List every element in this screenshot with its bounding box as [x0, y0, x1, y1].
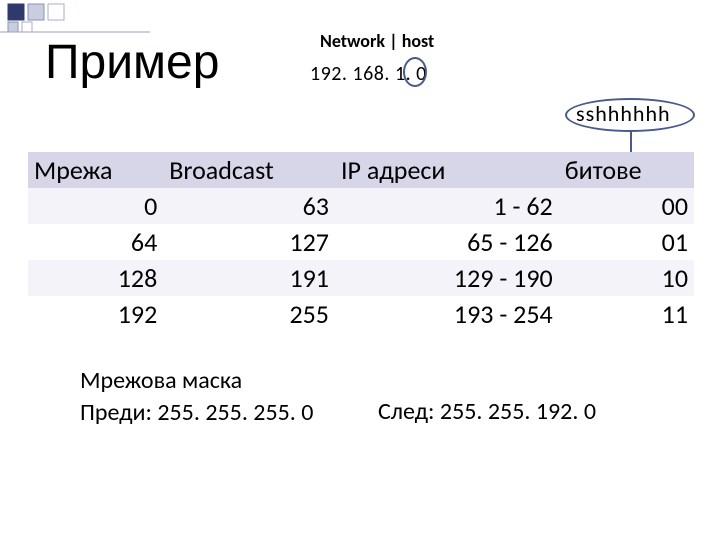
th-network: Мрежа	[28, 152, 163, 188]
table-cell: 255	[163, 296, 335, 332]
page-title: Пример	[45, 35, 219, 90]
table-cell: 193 - 254	[335, 296, 559, 332]
table-cell: 128	[28, 260, 163, 296]
table-row: 6412765 - 12601	[28, 224, 694, 260]
corner-decoration	[0, 0, 150, 35]
netmask-before: Преди: 255. 255. 255. 0	[80, 397, 313, 429]
th-bits: битове	[559, 152, 694, 188]
table-cell: 192	[28, 296, 163, 332]
netmask-after: След: 255. 255. 192. 0	[378, 397, 596, 426]
subnet-table: Мрежа Broadcast IP адреси битове 0631 - …	[28, 152, 694, 332]
table-cell: 10	[559, 260, 694, 296]
netmask-label: Мрежова маска	[80, 365, 313, 397]
table-header-row: Мрежа Broadcast IP адреси битове	[28, 152, 694, 188]
network-host-label: Network | host	[320, 30, 434, 52]
highlight-oval-last-octet	[403, 57, 427, 87]
table-cell: 191	[163, 260, 335, 296]
table-cell: 127	[163, 224, 335, 260]
table-row: 128191129 - 19010	[28, 260, 694, 296]
table-cell: 64	[28, 224, 163, 260]
table-cell: 00	[559, 188, 694, 224]
th-broadcast: Broadcast	[163, 152, 335, 188]
table-cell: 65 - 126	[335, 224, 559, 260]
table-cell: 11	[559, 296, 694, 332]
th-ip-range: IP адреси	[335, 152, 559, 188]
table-cell: 129 - 190	[335, 260, 559, 296]
table-cell: 1 - 62	[335, 188, 559, 224]
oval-connector-line	[630, 131, 632, 153]
table-cell: 0	[28, 188, 163, 224]
table-cell: 01	[559, 224, 694, 260]
highlight-oval-bits	[565, 98, 695, 132]
table-cell: 63	[163, 188, 335, 224]
table-row: 0631 - 6200	[28, 188, 694, 224]
table-row: 192255193 - 25411	[28, 296, 694, 332]
netmask-block: Мрежова маска Преди: 255. 255. 255. 0	[80, 365, 313, 430]
